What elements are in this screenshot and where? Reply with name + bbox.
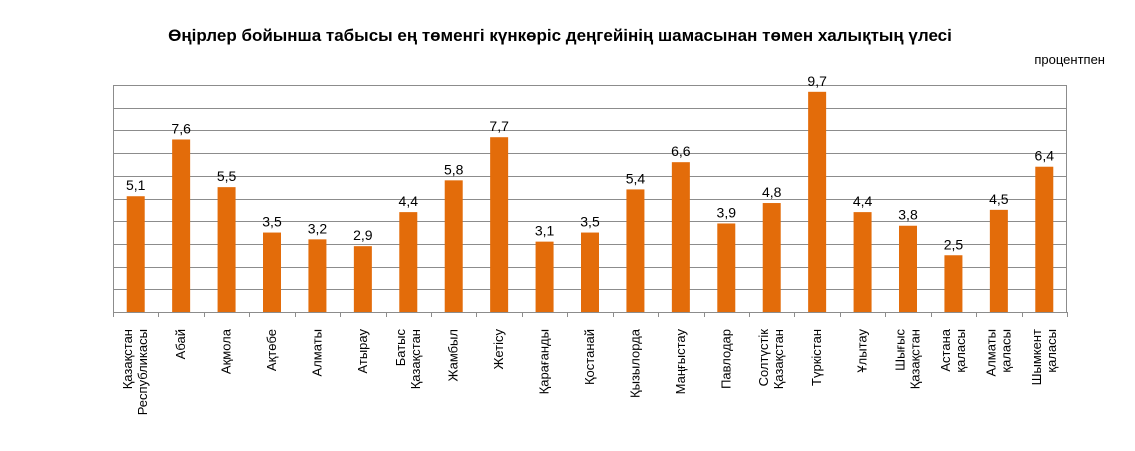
category-tick-labels: Қазақстан Республикасы Абай Ақмола Ақтөбе Алм… — [120, 328, 1059, 415]
bar — [944, 255, 963, 312]
data-label: 2,9 — [353, 227, 373, 243]
bars — [126, 91, 1054, 312]
tick-label: Ұлытау — [855, 329, 870, 373]
data-label: 3,8 — [898, 207, 918, 223]
tick-label: Солтүстік — [756, 329, 771, 387]
bar — [263, 232, 281, 312]
tick-label: қаласы — [1044, 329, 1059, 373]
category-label: Қызылорда — [627, 328, 642, 398]
axes — [113, 85, 1068, 317]
chart-subtitle: процентпен — [1034, 52, 1105, 67]
bar — [626, 189, 645, 312]
data-label: 5,8 — [444, 161, 464, 177]
tick-label: Атырау — [355, 329, 370, 374]
category-label: Жамбыл — [446, 329, 461, 382]
tick-label: Қазақстан — [908, 329, 923, 389]
bar — [808, 91, 827, 312]
data-label: 2,5 — [944, 236, 964, 252]
tick-label: Жетісу — [491, 329, 506, 370]
category-label: Ақтөбе — [264, 329, 279, 371]
tick-label: Қазақстан — [408, 329, 423, 389]
data-label: 7,6 — [171, 120, 191, 136]
data-label: 4,4 — [399, 193, 419, 209]
category-label: Шымкент қаласы — [1029, 329, 1059, 385]
data-label: 4,4 — [853, 193, 873, 209]
bar — [717, 223, 736, 312]
category-label: Ақмола — [219, 328, 234, 374]
category-label: Түркістан — [809, 329, 824, 386]
tick-label: қаласы — [998, 329, 1013, 373]
bar — [535, 241, 554, 312]
data-label: 3,9 — [717, 204, 737, 220]
bar — [353, 246, 372, 312]
bar — [671, 162, 690, 312]
tick-label: Шымкент — [1029, 329, 1044, 385]
tick-label: Республикасы — [135, 329, 150, 415]
data-label: 6,6 — [671, 143, 691, 159]
tick-label: қаласы — [953, 329, 968, 373]
data-label: 3,5 — [580, 214, 600, 230]
data-label: 4,5 — [989, 191, 1009, 207]
tick-label: Павлодар — [718, 329, 733, 389]
data-labels: 5,1 7,6 5,5 3,5 3,2 2,9 4,4 5,8 7,7 3,1 3,5 5,4 6,6 3… — [126, 73, 1054, 252]
category-label: Алматы қаласы — [983, 329, 1013, 376]
data-label: 3,1 — [535, 223, 555, 239]
chart-title: Өңірлер бойынша табысы ең төменгі күнкөр… — [168, 26, 952, 45]
tick-label: Қызылорда — [627, 328, 642, 398]
bar — [762, 203, 781, 312]
bar — [581, 232, 599, 312]
bar — [989, 209, 1008, 312]
category-label: Шығыс Қазақстан — [893, 329, 923, 390]
tick-label: Абай — [173, 329, 188, 359]
data-label: 4,8 — [762, 184, 782, 200]
category-label: Қарағанды — [537, 329, 552, 394]
tick-label: Алматы — [983, 329, 998, 376]
data-label: 5,5 — [217, 168, 237, 184]
category-label: Алматы — [309, 329, 324, 376]
data-label: 7,7 — [489, 118, 509, 134]
tick-label: Ақтөбе — [264, 329, 279, 371]
tick-label: Қазақстан — [771, 329, 786, 389]
tick-label: Шығыс — [893, 329, 908, 371]
category-label: Жетісу — [491, 329, 506, 370]
bar — [1035, 166, 1054, 312]
tick-label: Маңғыстау — [673, 329, 688, 395]
tick-label: Қарағанды — [537, 329, 552, 394]
category-label: Астана қаласы — [938, 328, 968, 372]
tick-label: Жамбыл — [446, 329, 461, 382]
data-label: 5,4 — [626, 170, 646, 186]
data-label: 3,5 — [262, 214, 282, 230]
bar — [899, 225, 917, 312]
tick-label: Алматы — [309, 329, 324, 376]
category-label: Батыс Қазақстан — [393, 329, 423, 390]
bar — [217, 187, 236, 312]
bar — [172, 139, 191, 312]
category-label: Атырау — [355, 329, 370, 374]
bar — [399, 212, 418, 312]
category-label: Қазақстан Республикасы — [120, 329, 150, 415]
data-label: 6,4 — [1035, 148, 1055, 164]
bar — [126, 196, 145, 312]
bar — [853, 212, 872, 312]
tick-label: Астана — [938, 328, 953, 371]
category-label: Ұлытау — [855, 329, 870, 373]
data-label: 5,1 — [126, 177, 146, 193]
tick-label: Қазақстан — [120, 329, 135, 389]
bar — [444, 180, 463, 312]
tick-label: Ақмола — [219, 328, 234, 374]
data-label: 3,2 — [308, 220, 328, 236]
data-label: 9,7 — [807, 73, 827, 89]
tick-label: Қостанай — [582, 329, 597, 385]
bar — [308, 239, 327, 312]
category-label: Абай — [173, 329, 188, 359]
bar — [490, 137, 509, 312]
category-label: Солтүстік Қазақстан — [756, 329, 786, 390]
tick-label: Түркістан — [809, 329, 824, 386]
category-label: Маңғыстау — [673, 329, 688, 395]
tick-label: Батыс — [393, 329, 408, 367]
category-label: Павлодар — [718, 329, 733, 389]
category-label: Қостанай — [582, 329, 597, 385]
